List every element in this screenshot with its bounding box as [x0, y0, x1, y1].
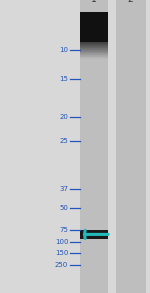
Bar: [80, 43, 108, 44]
Bar: [116, 0, 146, 293]
Text: 50: 50: [59, 205, 68, 211]
Text: 37: 37: [59, 186, 68, 192]
Bar: [80, 49, 108, 50]
Text: 75: 75: [59, 227, 68, 233]
Bar: [80, 56, 108, 57]
Text: 100: 100: [55, 239, 68, 245]
Text: 2: 2: [128, 0, 133, 4]
Bar: [80, 45, 108, 46]
Text: 150: 150: [55, 251, 68, 256]
Bar: [80, 230, 108, 239]
Bar: [80, 53, 108, 54]
Bar: [80, 47, 108, 48]
Text: 15: 15: [59, 76, 68, 82]
Text: 10: 10: [59, 47, 68, 53]
Bar: [80, 46, 108, 47]
Text: 1: 1: [91, 0, 97, 4]
Bar: [80, 44, 108, 45]
Text: 25: 25: [60, 138, 68, 144]
Bar: [80, 54, 108, 55]
Bar: [80, 52, 108, 53]
Bar: [80, 51, 108, 52]
Text: 20: 20: [59, 114, 68, 120]
Bar: [80, 42, 108, 43]
Text: 250: 250: [55, 262, 68, 268]
Bar: [80, 58, 108, 59]
Bar: [80, 50, 108, 51]
Bar: [80, 57, 108, 58]
Bar: [80, 0, 108, 293]
Bar: [80, 55, 108, 56]
Bar: [80, 48, 108, 49]
Bar: [80, 12, 108, 42]
